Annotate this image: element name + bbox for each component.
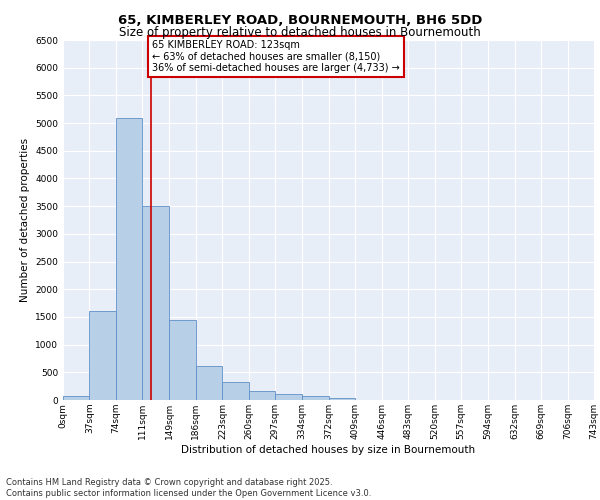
Bar: [63, 396, 89, 400]
Text: 65 KIMBERLEY ROAD: 123sqm
← 63% of detached houses are smaller (8,150)
36% of se: 65 KIMBERLEY ROAD: 123sqm ← 63% of detac…: [152, 40, 400, 73]
X-axis label: Distribution of detached houses by size in Bournemouth: Distribution of detached houses by size …: [181, 444, 476, 454]
Bar: [196, 366, 223, 400]
Bar: [302, 396, 329, 400]
Bar: [329, 398, 355, 400]
Text: 65, KIMBERLEY ROAD, BOURNEMOUTH, BH6 5DD: 65, KIMBERLEY ROAD, BOURNEMOUTH, BH6 5DD: [118, 14, 482, 27]
Bar: [116, 118, 142, 400]
Bar: [142, 206, 169, 400]
Text: Size of property relative to detached houses in Bournemouth: Size of property relative to detached ho…: [119, 26, 481, 39]
Text: Contains HM Land Registry data © Crown copyright and database right 2025.
Contai: Contains HM Land Registry data © Crown c…: [6, 478, 371, 498]
Bar: [249, 391, 275, 400]
Bar: [89, 312, 116, 400]
Bar: [169, 320, 196, 400]
Bar: [275, 394, 302, 400]
Bar: [223, 382, 249, 400]
Y-axis label: Number of detached properties: Number of detached properties: [20, 138, 29, 302]
